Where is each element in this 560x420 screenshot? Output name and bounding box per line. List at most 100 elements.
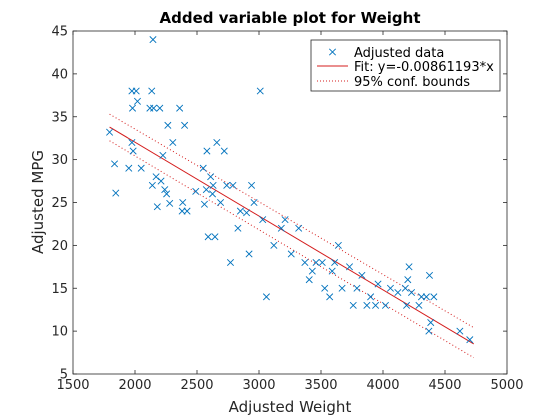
data-point-x-marker [363,301,371,309]
data-point-x-marker [163,190,171,198]
x-axis-label: Adjusted Weight [229,398,352,416]
data-point-x-marker [403,301,411,309]
data-point-x-marker [106,128,114,136]
axes-box [72,30,508,375]
x-tick-label: 4500 [428,378,461,393]
legend-label-data: Adjusted data [354,46,444,61]
chart-title: Added variable plot for Weight [160,9,421,27]
data-point-x-marker [349,301,357,309]
legend-item-data: Adjusted data [328,46,444,61]
legend-x-glyph [328,48,337,56]
data-point-x-marker [308,267,316,275]
y-tick-label: 40 [51,67,68,82]
x-tick-label: 4000 [366,378,399,393]
data-point-x-marker [425,327,433,335]
data-point-x-marker [200,200,208,208]
y-tick-label: 10 [51,325,68,340]
x-tick-label: 2500 [180,378,213,393]
y-tick-label: 45 [51,25,68,40]
data-point-x-marker [203,147,211,155]
data-point-x-marker [217,198,225,207]
conf-bound-lower-line [109,140,475,359]
x-axis-ticks: 1500 2000 2500 3000 3500 4000 4500 5000 [56,31,524,393]
data-point-x-marker [150,104,158,112]
data-point-x-marker [427,319,435,327]
y-tick-label: 5 [60,368,68,383]
data-point-x-marker [209,181,217,189]
data-point-x-marker [208,190,217,198]
x-tick-label: 1500 [56,378,89,393]
data-point-x-marker [281,216,289,224]
data-point-x-marker [234,224,242,232]
data-point-x-marker [199,164,207,172]
data-point-x-marker [183,207,191,215]
data-point-x-marker [226,259,234,267]
data-point-x-marker [161,186,169,194]
y-tick-label: 30 [51,153,68,168]
data-point-x-marker [353,284,361,292]
y-tick-label: 25 [51,196,68,211]
x-tick-label: 2000 [118,378,151,393]
data-point-x-marker [149,36,157,44]
data-point-x-marker [204,233,212,241]
data-point-x-marker [178,207,186,215]
legend: Adjusted data Fit: y=-0.00861193*x 95% c… [310,39,501,92]
data-point-x-marker [466,336,474,344]
y-tick-label: 20 [51,239,68,254]
data-point-x-marker [287,250,295,258]
y-axis-label: Adjusted MPG [29,150,47,254]
data-point-x-marker [148,181,156,189]
data-point-x-marker [456,327,464,335]
data-point-x-marker [358,271,366,279]
data-point-x-marker [318,259,326,267]
data-point-x-marker [338,284,346,292]
data-point-x-marker [152,173,160,181]
data-point-x-marker [132,87,140,95]
data-point-x-marker [367,293,375,301]
y-tick-label: 35 [51,110,68,125]
data-point-x-marker [112,189,120,197]
legend-label-bounds: 95% conf. bounds [354,75,470,90]
data-point-x-marker [157,177,165,185]
data-point-x-marker [381,301,389,309]
data-point-x-marker [259,216,267,224]
data-point-x-marker [211,233,219,241]
data-point-x-marker [229,181,237,189]
data-point-x-marker [295,224,303,232]
legend-item-fit: Fit: y=-0.00861193*x [317,60,494,75]
data-point-x-marker [262,293,270,301]
data-point-x-marker [223,181,231,189]
fit-line [109,126,475,345]
data-point-x-marker [236,207,244,215]
legend-item-bounds: 95% conf. bounds [317,75,470,90]
data-point-x-marker [179,198,187,207]
data-point-x-marker [250,198,258,207]
data-point-x-marker [176,104,184,112]
data-point-x-marker [328,267,336,275]
data-point-x-marker [401,284,409,292]
data-point-x-marker [312,259,320,267]
confidence-bounds [109,113,475,359]
data-point-x-marker [404,276,412,284]
data-point-x-marker [243,209,251,217]
fit-line-layer [109,126,475,345]
data-point-x-marker [405,263,413,271]
y-axis-ticks: 5 10 15 20 25 30 35 40 45 [51,25,507,383]
data-point-x-marker [372,301,380,309]
data-point-x-marker [137,164,145,172]
data-point-x-marker [245,250,253,258]
data-point-x-marker [202,186,210,194]
data-point-x-marker [277,224,285,232]
data-point-x-marker [334,241,342,249]
data-point-x-marker [181,121,189,129]
data-point-x-marker [326,293,334,301]
data-point-x-marker [270,241,278,249]
x-tick-label: 3000 [242,378,275,393]
data-point-x-marker [153,203,161,211]
data-point-x-marker [164,121,172,129]
data-point-x-marker [148,87,156,95]
data-point-x-marker [321,284,329,292]
data-point-x-marker [213,138,221,146]
legend-label-fit: Fit: y=-0.00861193*x [354,60,494,75]
